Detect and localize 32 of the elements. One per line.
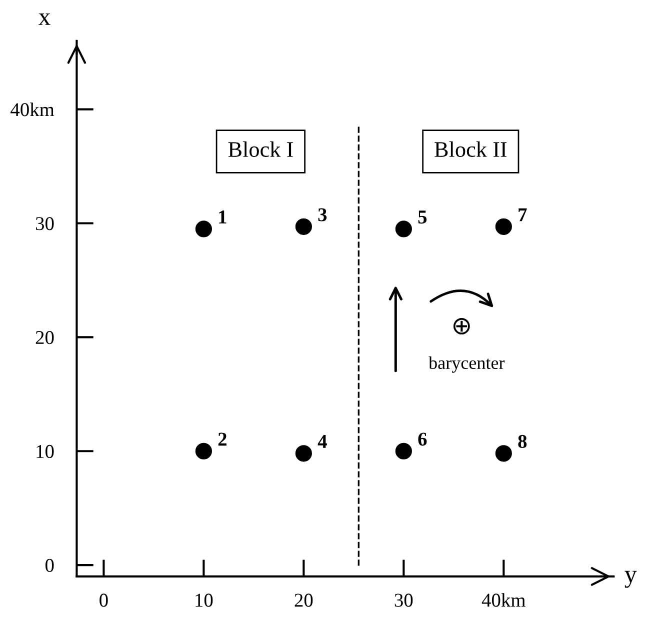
point bbox=[195, 220, 212, 238]
y-tick-label: 30 bbox=[36, 217, 54, 230]
annotation: ⊕ bbox=[453, 318, 470, 334]
x-tick-label: 20 bbox=[294, 594, 313, 607]
x-tick-label: 10 bbox=[196, 594, 213, 607]
point bbox=[495, 445, 512, 462]
annotation: 5 bbox=[418, 210, 427, 224]
annotation: 2 bbox=[218, 432, 226, 446]
point bbox=[295, 218, 312, 235]
annotation: 4 bbox=[318, 435, 327, 448]
x-tick-label: 0 bbox=[100, 594, 108, 607]
y-axis-title: x bbox=[38, 13, 50, 25]
annotation: 6 bbox=[418, 432, 427, 446]
point bbox=[495, 218, 512, 235]
y-tick-label: 20 bbox=[36, 331, 54, 344]
annotation: Block II bbox=[434, 141, 507, 158]
y-tick-label: 10 bbox=[36, 444, 54, 458]
point bbox=[395, 220, 412, 238]
annotation: 7 bbox=[518, 208, 527, 222]
annotation: Block I bbox=[228, 141, 293, 158]
x-tick-label: 30 bbox=[394, 594, 413, 607]
point bbox=[395, 442, 412, 460]
annotation: 1 bbox=[219, 210, 226, 224]
annotation: 8 bbox=[518, 434, 527, 448]
x-tick-label: 40km bbox=[482, 593, 526, 607]
annotation: barycenter bbox=[428, 356, 505, 373]
y-tick-label: 0 bbox=[46, 558, 54, 572]
point bbox=[295, 445, 312, 462]
point bbox=[195, 442, 212, 460]
annotation: 3 bbox=[318, 208, 327, 222]
y-tick-label: 40km bbox=[10, 102, 54, 116]
x-axis-title: y bbox=[624, 570, 637, 588]
